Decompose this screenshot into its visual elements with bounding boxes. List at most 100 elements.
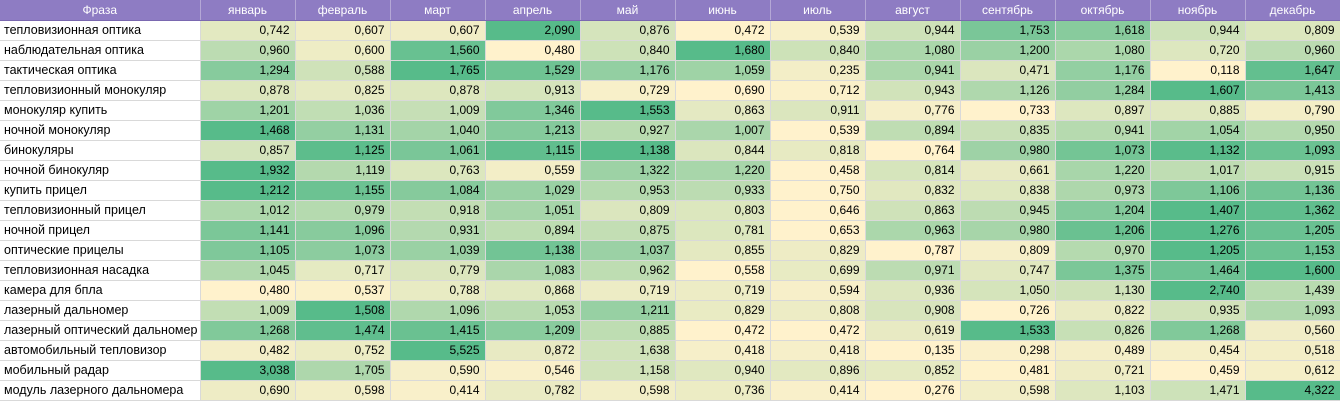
value-cell[interactable]: 0,863 <box>865 200 961 221</box>
value-cell[interactable]: 2,090 <box>485 20 581 41</box>
value-cell[interactable]: 1,176 <box>1055 60 1151 81</box>
value-cell[interactable]: 1,529 <box>485 60 581 81</box>
value-cell[interactable]: 0,764 <box>865 140 961 161</box>
value-cell[interactable]: 0,809 <box>580 200 676 221</box>
value-cell[interactable]: 0,747 <box>960 260 1056 281</box>
phrase-cell[interactable]: тактическая оптика <box>0 60 201 81</box>
value-cell[interactable]: 0,414 <box>390 380 486 401</box>
value-cell[interactable]: 0,742 <box>200 20 296 41</box>
value-cell[interactable]: 1,050 <box>960 280 1056 301</box>
value-cell[interactable]: 0,868 <box>485 280 581 301</box>
value-cell[interactable]: 1,407 <box>1150 200 1246 221</box>
phrase-cell[interactable]: ночной монокуляр <box>0 120 201 141</box>
value-cell[interactable]: 0,980 <box>960 140 1056 161</box>
value-cell[interactable]: 1,106 <box>1150 180 1246 201</box>
value-cell[interactable]: 0,945 <box>960 200 1056 221</box>
value-cell[interactable]: 3,038 <box>200 360 296 381</box>
value-cell[interactable]: 1,059 <box>675 60 771 81</box>
value-cell[interactable]: 0,970 <box>1055 240 1151 261</box>
value-cell[interactable]: 0,911 <box>770 100 866 121</box>
value-cell[interactable]: 1,141 <box>200 220 296 241</box>
value-cell[interactable]: 1,029 <box>485 180 581 201</box>
value-cell[interactable]: 1,045 <box>200 260 296 281</box>
value-cell[interactable]: 0,790 <box>1245 100 1340 121</box>
value-cell[interactable]: 0,590 <box>390 360 486 381</box>
value-cell[interactable]: 0,826 <box>1055 320 1151 341</box>
value-cell[interactable]: 1,037 <box>580 240 676 261</box>
value-cell[interactable]: 1,080 <box>1055 40 1151 61</box>
value-cell[interactable]: 0,763 <box>390 160 486 181</box>
column-header-month[interactable]: ноябрь <box>1150 0 1246 21</box>
value-cell[interactable]: 0,832 <box>865 180 961 201</box>
value-cell[interactable]: 0,896 <box>770 360 866 381</box>
value-cell[interactable]: 0,558 <box>675 260 771 281</box>
value-cell[interactable]: 0,482 <box>200 340 296 361</box>
value-cell[interactable]: 0,612 <box>1245 360 1340 381</box>
value-cell[interactable]: 0,539 <box>770 120 866 141</box>
phrase-cell[interactable]: ночной прицел <box>0 220 201 241</box>
value-cell[interactable]: 1,039 <box>390 240 486 261</box>
value-cell[interactable]: 1,268 <box>1150 320 1246 341</box>
value-cell[interactable]: 0,276 <box>865 380 961 401</box>
column-header-month[interactable]: февраль <box>295 0 391 21</box>
value-cell[interactable]: 1,115 <box>485 140 581 161</box>
value-cell[interactable]: 1,464 <box>1150 260 1246 281</box>
value-cell[interactable]: 4,322 <box>1245 380 1340 401</box>
value-cell[interactable]: 0,787 <box>865 240 961 261</box>
phrase-cell[interactable]: бинокуляры <box>0 140 201 161</box>
phrase-cell[interactable]: лазерный оптический дальномер <box>0 320 201 341</box>
value-cell[interactable]: 1,103 <box>1055 380 1151 401</box>
value-cell[interactable]: 1,205 <box>1245 220 1340 241</box>
value-cell[interactable]: 1,932 <box>200 160 296 181</box>
value-cell[interactable]: 0,829 <box>675 300 771 321</box>
value-cell[interactable]: 1,200 <box>960 40 1056 61</box>
value-cell[interactable]: 1,439 <box>1245 280 1340 301</box>
value-cell[interactable]: 1,093 <box>1245 300 1340 321</box>
value-cell[interactable]: 0,782 <box>485 380 581 401</box>
value-cell[interactable]: 1,647 <box>1245 60 1340 81</box>
value-cell[interactable]: 0,822 <box>1055 300 1151 321</box>
value-cell[interactable]: 1,268 <box>200 320 296 341</box>
value-cell[interactable]: 1,093 <box>1245 140 1340 161</box>
value-cell[interactable]: 1,508 <box>295 300 391 321</box>
value-cell[interactable]: 0,935 <box>1150 300 1246 321</box>
value-cell[interactable]: 0,927 <box>580 120 676 141</box>
value-cell[interactable]: 0,915 <box>1245 160 1340 181</box>
value-cell[interactable]: 1,212 <box>200 180 296 201</box>
value-cell[interactable]: 1,213 <box>485 120 581 141</box>
value-cell[interactable]: 0,944 <box>865 20 961 41</box>
column-header-month[interactable]: сентябрь <box>960 0 1056 21</box>
value-cell[interactable]: 1,125 <box>295 140 391 161</box>
value-cell[interactable]: 0,726 <box>960 300 1056 321</box>
value-cell[interactable]: 0,878 <box>200 80 296 101</box>
phrase-cell[interactable]: наблюдательная оптика <box>0 40 201 61</box>
value-cell[interactable]: 0,897 <box>1055 100 1151 121</box>
column-header-month[interactable]: май <box>580 0 676 21</box>
value-cell[interactable]: 0,950 <box>1245 120 1340 141</box>
value-cell[interactable]: 1,176 <box>580 60 676 81</box>
value-cell[interactable]: 0,719 <box>580 280 676 301</box>
value-cell[interactable]: 1,204 <box>1055 200 1151 221</box>
value-cell[interactable]: 0,598 <box>580 380 676 401</box>
column-header-month[interactable]: декабрь <box>1245 0 1340 21</box>
value-cell[interactable]: 1,206 <box>1055 220 1151 241</box>
value-cell[interactable]: 0,835 <box>960 120 1056 141</box>
value-cell[interactable]: 1,132 <box>1150 140 1246 161</box>
value-cell[interactable]: 0,936 <box>865 280 961 301</box>
value-cell[interactable]: 0,953 <box>580 180 676 201</box>
value-cell[interactable]: 1,705 <box>295 360 391 381</box>
value-cell[interactable]: 0,712 <box>770 80 866 101</box>
value-cell[interactable]: 0,458 <box>770 160 866 181</box>
value-cell[interactable]: 0,454 <box>1150 340 1246 361</box>
value-cell[interactable]: 0,973 <box>1055 180 1151 201</box>
value-cell[interactable]: 1,471 <box>1150 380 1246 401</box>
value-cell[interactable]: 1,753 <box>960 20 1056 41</box>
value-cell[interactable]: 1,533 <box>960 320 1056 341</box>
value-cell[interactable]: 1,553 <box>580 100 676 121</box>
value-cell[interactable]: 1,220 <box>675 160 771 181</box>
value-cell[interactable]: 1,017 <box>1150 160 1246 181</box>
value-cell[interactable]: 1,600 <box>1245 260 1340 281</box>
column-header-month[interactable]: июль <box>770 0 866 21</box>
value-cell[interactable]: 0,594 <box>770 280 866 301</box>
value-cell[interactable]: 0,776 <box>865 100 961 121</box>
